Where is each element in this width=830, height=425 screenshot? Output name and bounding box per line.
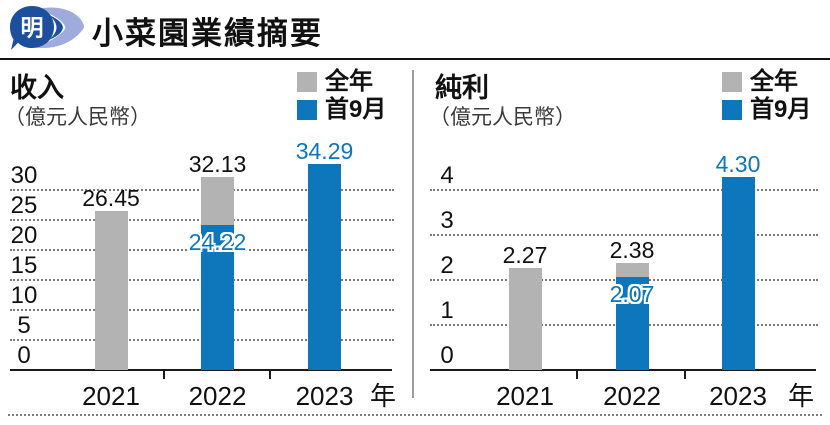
x-tick-label: 2021	[496, 381, 554, 411]
first9m-swatch-icon	[297, 100, 317, 120]
full-year-swatch-icon	[722, 72, 742, 92]
x-axis-line	[10, 369, 392, 371]
y-tick-label: 30	[10, 162, 38, 189]
bar-full-year	[94, 211, 128, 370]
top-rule	[0, 58, 830, 60]
value-label: 26.45	[82, 185, 140, 212]
y-tick-label: 5	[17, 312, 31, 339]
value-label: 2.07	[609, 280, 655, 307]
revenue-chart-title: 收入	[10, 73, 64, 103]
logo-character: 明	[21, 15, 44, 41]
value-label: 32.13	[188, 151, 247, 178]
panel-divider	[412, 70, 414, 398]
value-label: 2.27	[502, 241, 548, 268]
y-tick-label: 3	[440, 207, 454, 234]
logo-crescent-icon	[49, 15, 63, 40]
full-year-legend-label: 全年	[325, 68, 373, 95]
value-label: 2.38	[609, 236, 655, 263]
x-tick-label: 2023	[295, 381, 354, 411]
profit-legend-full-year: 全年	[722, 68, 798, 95]
bar-first9m	[201, 224, 234, 370]
y-tick-label: 1	[440, 297, 454, 324]
bottom-dotted-rule	[8, 414, 822, 416]
x-axis-tick	[163, 370, 165, 379]
logo-bubble-icon	[10, 6, 54, 50]
revenue-legend-full-year: 全年	[297, 68, 373, 95]
first9m-legend-label: 首9月	[325, 96, 387, 123]
bar-full-year	[508, 267, 542, 370]
revenue-legend-first9m: 首9月	[297, 96, 387, 123]
x-tick-label: 2021	[82, 381, 140, 411]
gridline	[430, 189, 818, 191]
first9m-swatch-icon	[722, 100, 742, 120]
logo-swoosh-icon	[36, 7, 84, 48]
x-tick-label: 2023	[709, 381, 767, 411]
y-tick-label: 0	[17, 342, 31, 369]
y-tick-label: 25	[10, 192, 38, 219]
revenue-chart-unit: （億元人民幣）	[4, 106, 151, 129]
profit-legend-first9m: 首9月	[722, 96, 812, 123]
y-tick-label: 2	[440, 252, 454, 279]
x-tick-label: 2022	[603, 381, 661, 411]
page-title: 小菜園業績摘要	[92, 16, 323, 51]
full-year-swatch-icon	[297, 72, 317, 92]
value-label: 24.22	[188, 228, 247, 255]
y-tick-label: 15	[10, 252, 38, 279]
year-suffix-label: 年	[787, 381, 815, 411]
y-tick-label: 0	[440, 342, 454, 369]
bar-first9m	[615, 276, 649, 370]
y-tick-label: 4	[440, 162, 454, 189]
value-label: 34.29	[295, 138, 354, 165]
full-year-legend-label: 全年	[750, 68, 798, 95]
x-axis-line	[430, 369, 816, 371]
y-tick-label: 20	[10, 222, 38, 249]
x-axis-tick	[684, 370, 686, 379]
x-tick-label: 2022	[188, 381, 247, 411]
gridline	[430, 234, 818, 236]
first9m-legend-label: 首9月	[750, 96, 812, 123]
bar-first9m	[721, 176, 755, 370]
profit-chart-unit: （億元人民幣）	[429, 106, 576, 129]
profit-chart-title: 純利	[435, 73, 489, 103]
bar-first9m	[308, 164, 341, 370]
y-tick-label: 10	[10, 282, 38, 309]
x-axis-tick	[269, 370, 271, 379]
x-axis-tick	[576, 370, 578, 379]
year-suffix-label: 年	[369, 381, 397, 411]
mingpao-logo: 明	[10, 6, 84, 50]
value-label: 4.30	[715, 150, 761, 177]
